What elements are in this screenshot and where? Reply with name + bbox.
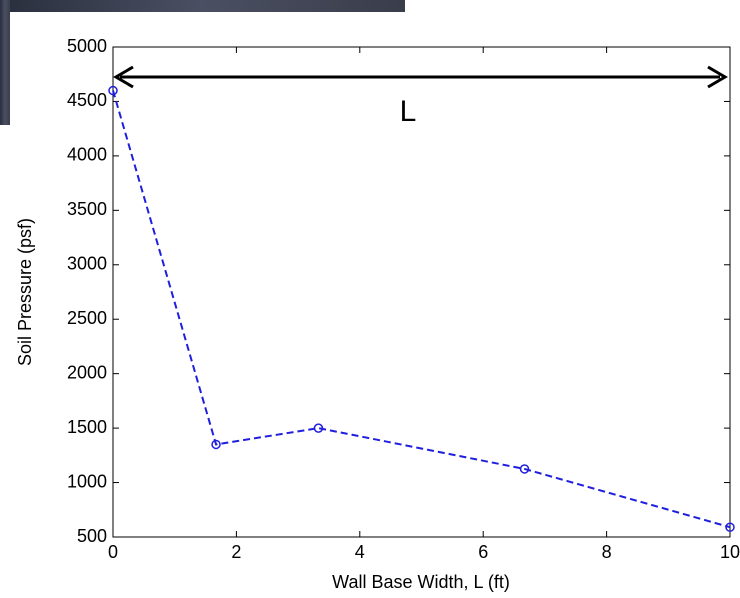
arrow-head (707, 65, 728, 89)
y-tick-label: 500 (77, 526, 107, 546)
y-tick-label: 4000 (67, 145, 107, 165)
data-point (108, 85, 118, 96)
data-point (211, 439, 221, 450)
x-tick-label: 2 (231, 542, 241, 562)
data-point (519, 464, 530, 474)
background-photo (0, 0, 10, 125)
x-tick-label: 8 (602, 542, 612, 562)
background-photo (0, 0, 405, 12)
x-tick-label: 10 (720, 542, 740, 562)
x-tick-label: 0 (108, 542, 118, 562)
y-tick-label: 4500 (67, 90, 107, 110)
x-axis-label: Wall Base Width, L (ft) (332, 572, 510, 592)
x-tick-label: 6 (478, 542, 488, 562)
y-tick-label: 1500 (67, 417, 107, 437)
y-tick-label: 1000 (67, 471, 107, 491)
data-line (112, 90, 731, 529)
data-point (725, 522, 735, 532)
y-tick-label: 3000 (67, 254, 107, 274)
data-point (313, 423, 324, 433)
y-axis-label: Soil Pressure (psf) (15, 218, 35, 366)
y-tick-label: 5000 (67, 36, 107, 56)
y-tick-label: 3500 (67, 199, 107, 219)
y-tick-label: 2000 (67, 362, 107, 382)
y-tick-label: 2500 (67, 308, 107, 328)
x-tick-label: 4 (355, 542, 365, 562)
annotation: L (400, 95, 417, 128)
plot-frame (112, 46, 731, 538)
arrow-head (113, 65, 134, 89)
